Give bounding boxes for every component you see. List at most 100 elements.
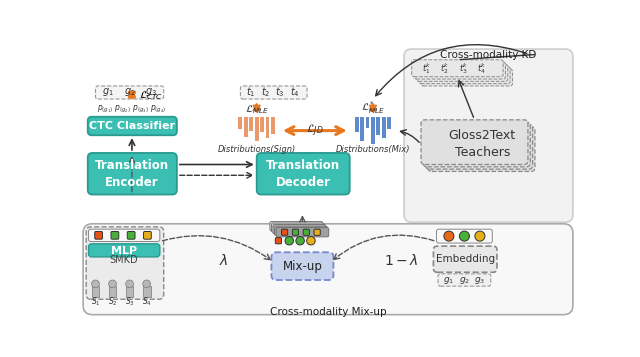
Circle shape [475, 231, 485, 241]
Circle shape [307, 236, 316, 245]
FancyBboxPatch shape [257, 153, 349, 195]
Circle shape [296, 236, 305, 245]
Text: Translation
Encoder: Translation Encoder [95, 159, 169, 189]
FancyBboxPatch shape [275, 238, 282, 244]
FancyBboxPatch shape [271, 252, 333, 280]
FancyBboxPatch shape [270, 221, 323, 231]
FancyBboxPatch shape [423, 122, 531, 167]
FancyBboxPatch shape [421, 120, 528, 165]
FancyBboxPatch shape [282, 229, 288, 235]
Text: $g_1$: $g_1$ [444, 275, 454, 286]
FancyBboxPatch shape [88, 153, 177, 195]
Bar [143, 286, 150, 297]
FancyBboxPatch shape [271, 223, 324, 232]
FancyBboxPatch shape [419, 67, 510, 84]
FancyBboxPatch shape [433, 246, 497, 272]
Bar [382, 117, 386, 138]
FancyBboxPatch shape [88, 244, 160, 257]
Bar [371, 117, 375, 145]
Bar [266, 117, 269, 138]
FancyBboxPatch shape [83, 224, 573, 315]
Bar [125, 286, 134, 297]
Bar [355, 117, 358, 132]
Text: $S_1$: $S_1$ [91, 295, 100, 308]
Text: Translation
Decoder: Translation Decoder [266, 159, 340, 189]
Text: SMKD: SMKD [110, 255, 138, 265]
Text: $\mathcal{L}_{MLE}$: $\mathcal{L}_{MLE}$ [244, 103, 269, 116]
FancyBboxPatch shape [95, 86, 164, 99]
Text: Mix-up: Mix-up [282, 260, 323, 273]
Text: $t_3$: $t_3$ [275, 85, 285, 99]
Text: $\mathcal{L}_{CTC}$: $\mathcal{L}_{CTC}$ [139, 89, 163, 102]
Circle shape [285, 236, 294, 245]
Bar [365, 117, 369, 127]
Bar [239, 117, 243, 129]
Text: CTC Classifier: CTC Classifier [89, 121, 175, 131]
FancyBboxPatch shape [143, 231, 151, 239]
FancyBboxPatch shape [421, 69, 513, 86]
Circle shape [460, 231, 469, 241]
Text: Cross-modality KD: Cross-modality KD [440, 50, 536, 60]
Text: $\mathcal{L}_{JD}$: $\mathcal{L}_{JD}$ [306, 122, 324, 139]
Text: Distributions(Mix): Distributions(Mix) [336, 145, 410, 154]
FancyBboxPatch shape [303, 229, 309, 235]
FancyBboxPatch shape [412, 60, 503, 77]
Bar [260, 117, 264, 132]
Bar [387, 117, 391, 129]
Bar [255, 117, 259, 141]
FancyBboxPatch shape [275, 226, 327, 235]
Text: $g_3$: $g_3$ [145, 86, 157, 98]
Text: $g_2$: $g_2$ [124, 86, 136, 98]
FancyBboxPatch shape [88, 229, 160, 241]
Circle shape [92, 280, 99, 288]
Bar [92, 286, 99, 297]
FancyBboxPatch shape [88, 117, 177, 135]
Text: Embedding: Embedding [436, 254, 495, 264]
Text: Cross-modality Mix-up: Cross-modality Mix-up [269, 307, 387, 317]
Text: MLP: MLP [111, 246, 137, 256]
FancyBboxPatch shape [111, 231, 119, 239]
Text: Gloss2Text
Teachers: Gloss2Text Teachers [449, 130, 516, 160]
FancyBboxPatch shape [241, 86, 307, 99]
Text: $g_2$: $g_2$ [459, 275, 470, 286]
Text: $g_3$: $g_3$ [474, 275, 486, 286]
Text: $t_2^k$: $t_2^k$ [440, 61, 450, 76]
Text: $t_1^k$: $t_1^k$ [422, 61, 431, 76]
Bar [271, 117, 275, 134]
FancyBboxPatch shape [414, 62, 506, 79]
FancyBboxPatch shape [276, 228, 329, 237]
Circle shape [125, 280, 134, 288]
Text: $t_1$: $t_1$ [246, 85, 255, 99]
FancyBboxPatch shape [426, 125, 532, 169]
Bar [109, 286, 116, 297]
Text: $S_4$: $S_4$ [141, 295, 152, 308]
FancyBboxPatch shape [428, 127, 535, 171]
FancyBboxPatch shape [292, 229, 298, 235]
Text: $t_4^k$: $t_4^k$ [477, 61, 487, 76]
Text: $t_4$: $t_4$ [290, 85, 300, 99]
Text: $g_1$: $g_1$ [102, 86, 114, 98]
FancyBboxPatch shape [127, 231, 135, 239]
Text: $1-\lambda$: $1-\lambda$ [384, 253, 419, 268]
Circle shape [143, 280, 150, 288]
FancyBboxPatch shape [438, 274, 491, 286]
Text: $p_{(g_1)}\ p_{(g_2)}\ p_{(g_3)}\ p_{(g_4)}$: $p_{(g_1)}\ p_{(g_2)}\ p_{(g_3)}\ p_{(g_… [97, 104, 166, 115]
FancyBboxPatch shape [314, 229, 320, 235]
Circle shape [109, 280, 116, 288]
Bar [360, 117, 364, 141]
FancyBboxPatch shape [95, 231, 102, 239]
FancyBboxPatch shape [404, 49, 573, 222]
Text: $S_2$: $S_2$ [108, 295, 117, 308]
Text: $t_2$: $t_2$ [260, 85, 270, 99]
FancyBboxPatch shape [273, 225, 326, 234]
FancyBboxPatch shape [417, 64, 508, 81]
Bar [244, 117, 248, 137]
Text: $\lambda$: $\lambda$ [219, 253, 228, 268]
Bar [376, 117, 380, 135]
FancyBboxPatch shape [86, 227, 164, 299]
Text: Distributions(Sign): Distributions(Sign) [218, 145, 296, 154]
FancyBboxPatch shape [436, 229, 492, 243]
Circle shape [444, 231, 454, 241]
Text: $\mathcal{L}_{MLE}^*$: $\mathcal{L}_{MLE}^*$ [361, 99, 385, 116]
Bar [250, 117, 253, 131]
